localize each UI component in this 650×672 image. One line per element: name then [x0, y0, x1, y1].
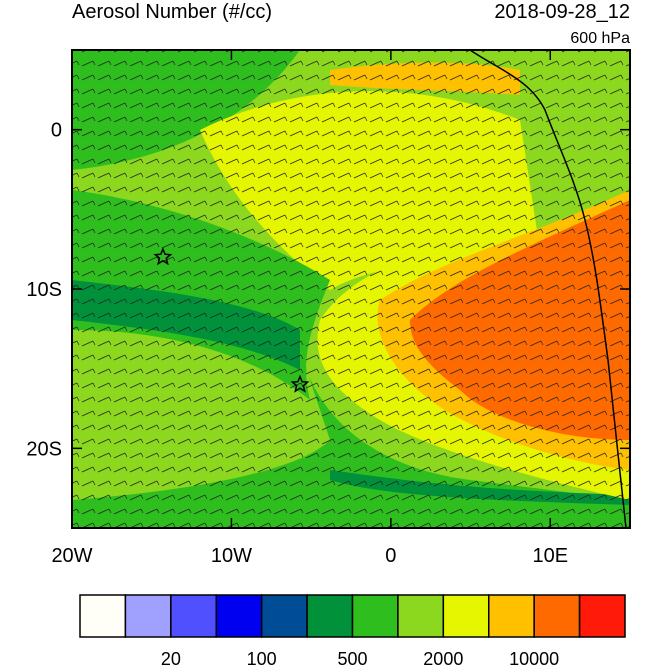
site-marker	[153, 247, 173, 266]
colorbar-label: 20	[161, 649, 181, 667]
colorbar-box	[124, 594, 172, 638]
x-tick-label: 10W	[211, 545, 252, 567]
map-field	[72, 50, 630, 528]
colorbar-box	[351, 594, 399, 638]
colorbar-box	[578, 594, 626, 638]
colorbar-box	[397, 594, 445, 638]
colorbar-label: 500	[337, 649, 367, 667]
level: 600 hPa	[570, 30, 630, 47]
x-tick-label: 0	[385, 545, 396, 567]
y-tick-label: 0	[51, 120, 62, 142]
x-tick-label: 10E	[532, 545, 568, 567]
colorbar-label: 2000	[423, 649, 463, 667]
colorbar-label: 10000	[509, 649, 559, 667]
colorbar-box	[533, 594, 581, 638]
colorbar-label: 100	[247, 649, 277, 667]
colorbar-box	[79, 594, 127, 638]
y-tick-label: 20S	[26, 438, 62, 460]
colorbar-box	[170, 594, 217, 638]
y-tick-label: 10S	[26, 279, 62, 301]
colorbar-box	[306, 594, 354, 638]
colorbar-box	[488, 594, 535, 638]
site-marker	[290, 374, 310, 393]
colorbar-box	[442, 594, 490, 638]
colorbar-box	[260, 594, 308, 638]
x-tick-label: 20W	[51, 545, 92, 567]
date: 2018-09-28_12	[494, 1, 630, 23]
colorbar-box	[215, 594, 263, 638]
title: Aerosol Number (#/cc)	[72, 1, 272, 23]
